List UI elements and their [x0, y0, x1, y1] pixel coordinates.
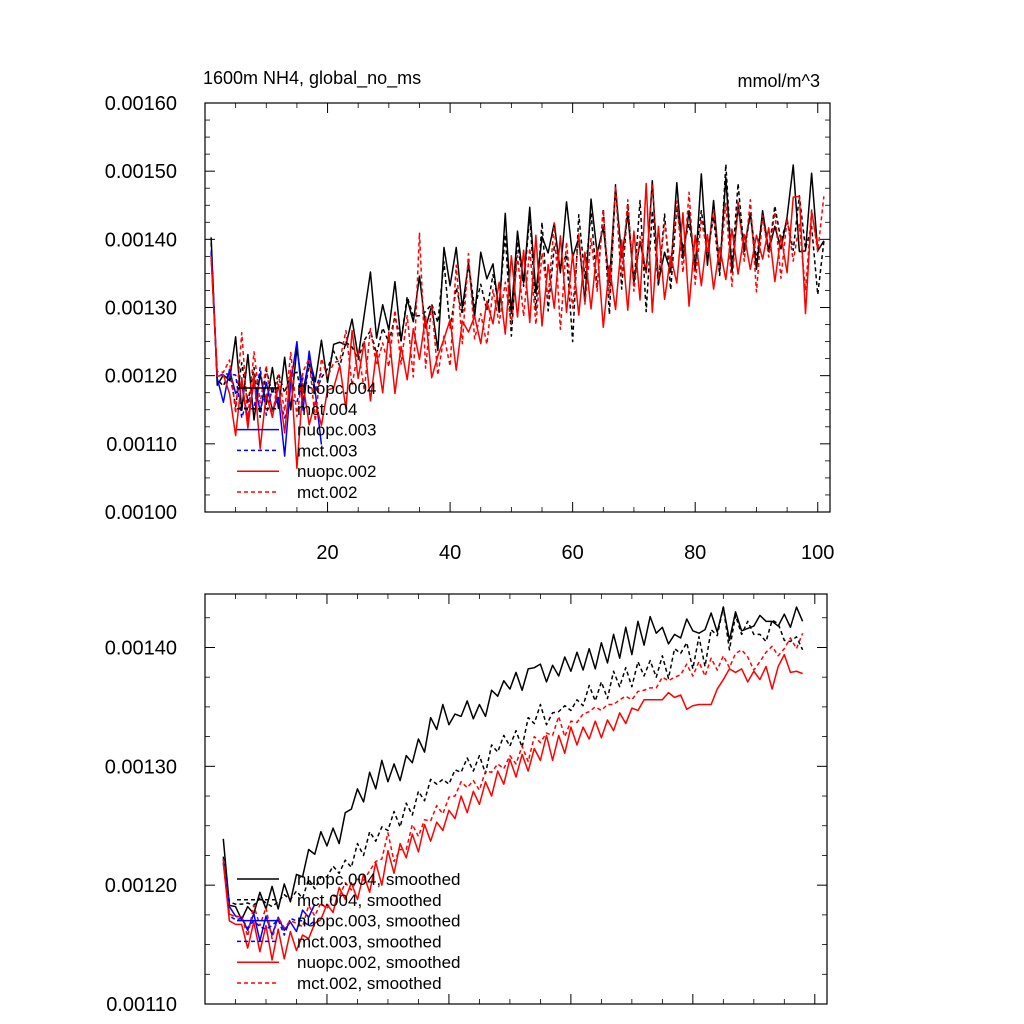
series-line-nuopc-002-smoothed — [222, 653, 803, 961]
legend-label: nuopc.003, smoothed — [297, 912, 461, 931]
y-tick-label: 0.00110 — [106, 434, 177, 456]
x-tick-label: 80 — [684, 542, 706, 564]
y-tick-label: 0.00150 — [105, 161, 177, 183]
series-line-mct-003 — [210, 253, 323, 419]
legend-label: nuopc.002 — [297, 462, 376, 481]
legend-label: mct.004 — [297, 400, 357, 419]
y-tick-label: 0.00120 — [105, 875, 177, 897]
series-line-nuopc-002 — [210, 182, 819, 470]
series-line-mct-002 — [210, 183, 825, 423]
x-tick-label: 40 — [439, 542, 461, 564]
y-tick-label: 0.00140 — [105, 229, 177, 251]
chart-1-units: mmol/m^3 — [738, 71, 820, 91]
series-line-mct-002-smoothed — [222, 632, 804, 940]
chart-2-frame — [204, 593, 828, 1005]
y-tick-label: 0.00140 — [105, 637, 177, 659]
x-tick-label: 100 — [801, 542, 834, 564]
y-tick-label: 0.00160 — [105, 93, 177, 115]
chart-1-panel: 20 40 60 80 100 0.00100 0.00110 0.00120 0.00130 0… — [105, 93, 835, 564]
legend-label: nuopc.002, smoothed — [297, 953, 461, 972]
series-line-mct-003-smoothed — [222, 862, 316, 936]
legend-label: nuopc.004, smoothed — [297, 870, 461, 889]
legend-label: mct.003, smoothed — [297, 932, 442, 951]
y-tick-label: 0.00110 — [106, 994, 177, 1016]
y-tick-label: 0.00120 — [105, 366, 177, 388]
legend-label: mct.003 — [297, 441, 357, 460]
legend-label: nuopc.003 — [297, 421, 376, 440]
series-line-nuopc-003 — [210, 251, 323, 457]
legend-label: nuopc.004 — [297, 379, 376, 398]
chart-1-title: 1600m NH4, global_no_ms — [203, 68, 421, 89]
y-tick-label: 0.00100 — [105, 502, 177, 524]
chart-2-panel: 0.00110 0.00120 0.00130 0.00140 nuopc.004, s… — [105, 593, 828, 1016]
x-tick-label: 60 — [562, 542, 584, 564]
y-tick-label: 0.00130 — [105, 756, 177, 778]
series-line-nuopc-004-smoothed — [222, 606, 804, 921]
legend-label: mct.002 — [297, 483, 357, 502]
x-tick-label: 20 — [316, 542, 338, 564]
series-line-mct-004-smoothed — [222, 606, 804, 908]
legend-label: mct.004, smoothed — [297, 891, 442, 910]
legend-label: mct.002, smoothed — [297, 974, 442, 993]
y-tick-label: 0.00130 — [105, 298, 177, 320]
